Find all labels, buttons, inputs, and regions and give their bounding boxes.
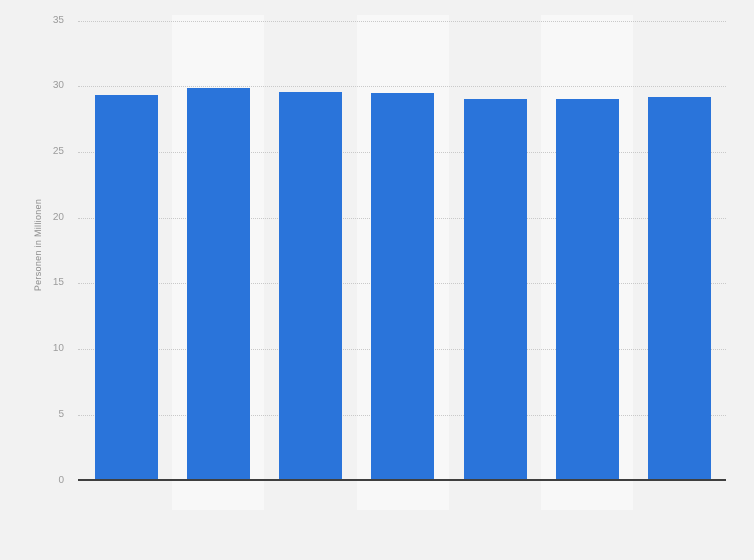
y-tick-label: 35: [52, 14, 64, 26]
y-tick-label: 15: [52, 277, 64, 289]
bar[interactable]: [647, 96, 711, 481]
x-axis-line: [78, 479, 726, 481]
bar[interactable]: [371, 92, 435, 481]
y-tick-label: 30: [52, 80, 64, 92]
y-axis-title: Personen in Millionen: [33, 198, 43, 292]
y-tick-label: 5: [58, 408, 64, 420]
gridline: [78, 20, 726, 22]
y-tick-label: 25: [52, 146, 64, 157]
y-tick-label: 20: [52, 211, 64, 223]
bar[interactable]: [186, 87, 250, 481]
y-tick-label: 0: [58, 474, 64, 486]
bar[interactable]: [279, 91, 343, 481]
bar[interactable]: [463, 99, 527, 481]
bar[interactable]: [555, 99, 619, 481]
y-tick-label: 10: [52, 343, 64, 355]
bar[interactable]: [94, 95, 158, 481]
gridline: [78, 86, 726, 88]
